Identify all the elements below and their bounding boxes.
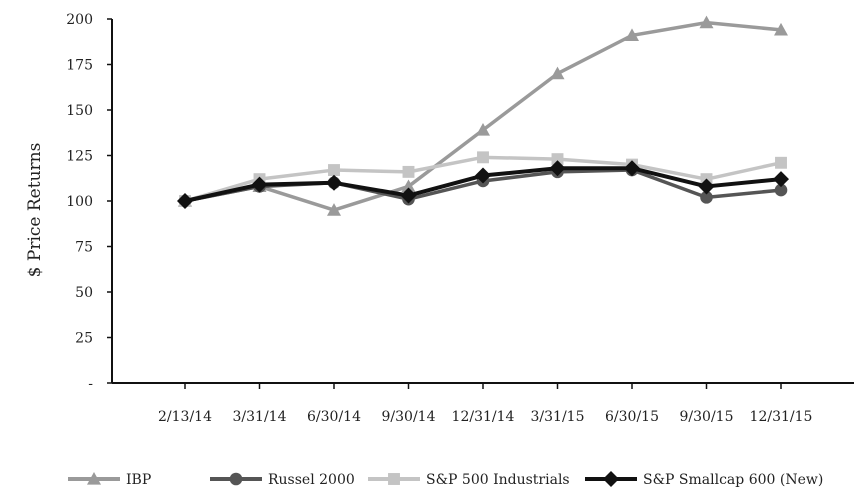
x-tick-label: 6/30/15 — [605, 409, 659, 425]
data-point — [177, 193, 193, 209]
x-axis-ticks: 2/13/14 3/31/14 6/30/14 9/30/14 12/31/14 3/31… — [158, 383, 812, 425]
x-tick-label: 9/30/15 — [680, 409, 734, 425]
legend-label: Russel 2000 — [268, 472, 355, 488]
data-point — [699, 15, 714, 29]
data-point — [551, 153, 564, 166]
axes — [111, 19, 854, 384]
data-point — [477, 151, 489, 164]
data-point — [773, 171, 789, 188]
data-point — [698, 178, 715, 195]
data-point — [774, 22, 788, 36]
y-axis-ticks: - 25 50 75 100 125 150 175 200 — [66, 12, 112, 392]
y-tick-label: 100 — [66, 194, 93, 210]
y-tick-label: 150 — [66, 103, 93, 119]
legend-item-0: IBP — [68, 472, 151, 488]
data-point — [402, 165, 415, 178]
y-tick-label: 25 — [75, 331, 93, 347]
legend-marker — [388, 473, 400, 485]
series-3 — [177, 160, 789, 209]
legend-marker — [603, 471, 619, 487]
x-tick-label: 12/31/14 — [452, 409, 515, 425]
data-point — [774, 183, 788, 197]
legend-item-1: Russel 2000 — [210, 472, 355, 488]
legend-label: S&P Smallcap 600 (New) — [643, 472, 823, 488]
data-point — [775, 156, 787, 169]
y-tick-label: 50 — [75, 285, 93, 301]
x-tick-label: 12/31/15 — [750, 409, 813, 425]
legend-label: S&P 500 Industrials — [426, 472, 570, 488]
data-point — [400, 187, 417, 204]
x-tick-label: 2/13/14 — [158, 409, 212, 425]
y-tick-label: 125 — [66, 149, 93, 165]
data-point — [550, 66, 565, 80]
data-point — [625, 28, 639, 41]
data-point — [327, 203, 341, 216]
data-point — [700, 191, 713, 204]
data-point — [476, 123, 490, 136]
series-group — [177, 15, 789, 216]
data-point — [475, 167, 491, 184]
legend-item-3: S&P Smallcap 600 (New) — [585, 471, 823, 488]
legend: IBP Russel 2000 S&P 500 Industrials S&P Sma… — [68, 471, 823, 488]
y-axis-title: $ Price Returns — [25, 143, 45, 278]
x-tick-label: 9/30/14 — [382, 409, 436, 425]
legend-label: IBP — [126, 472, 151, 488]
x-tick-label: 6/30/14 — [307, 409, 361, 425]
data-point — [328, 164, 340, 177]
data-point — [251, 176, 268, 193]
data-point — [326, 174, 342, 191]
x-tick-label: 3/31/14 — [233, 409, 287, 425]
y-tick-label: - — [88, 376, 93, 392]
y-tick-label: 200 — [66, 12, 93, 28]
data-point — [401, 179, 416, 193]
x-tick-label: 3/31/15 — [531, 409, 585, 425]
data-point — [624, 160, 640, 177]
data-point — [549, 160, 566, 177]
legend-marker — [87, 472, 101, 485]
y-tick-label: 175 — [66, 58, 93, 74]
legend-marker — [229, 472, 243, 486]
legend-item-2: S&P 500 Industrials — [368, 472, 570, 488]
y-tick-label: 75 — [75, 240, 93, 256]
